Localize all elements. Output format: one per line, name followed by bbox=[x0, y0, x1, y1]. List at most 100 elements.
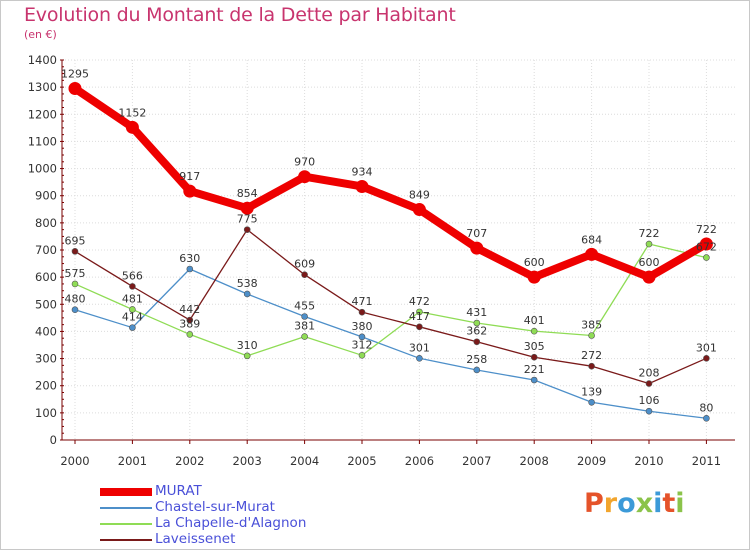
data-point bbox=[301, 333, 308, 340]
data-point bbox=[358, 352, 366, 359]
x-tick-label: 2011 bbox=[692, 454, 721, 468]
y-tick-label: 1300 bbox=[28, 80, 57, 94]
data-point bbox=[125, 120, 139, 134]
data-point bbox=[243, 290, 251, 298]
y-tick-label: 600 bbox=[35, 270, 57, 284]
data-label: 208 bbox=[639, 367, 660, 380]
legend-label: Laveissenet bbox=[155, 531, 236, 547]
data-label: 684 bbox=[581, 233, 602, 246]
y-tick-label: 0 bbox=[50, 433, 57, 447]
data-point bbox=[530, 353, 538, 361]
legend-swatch bbox=[100, 507, 152, 509]
data-point bbox=[129, 324, 136, 331]
data-point bbox=[470, 241, 484, 255]
data-point bbox=[71, 280, 79, 288]
x-tick-label: 2002 bbox=[175, 454, 204, 468]
legend-label: MURAT bbox=[155, 483, 202, 499]
x-tick-label: 2007 bbox=[462, 454, 491, 468]
x-tick-label: 2004 bbox=[290, 454, 319, 468]
data-label: 630 bbox=[179, 252, 200, 265]
data-label: 401 bbox=[524, 314, 545, 327]
data-point bbox=[473, 319, 481, 327]
data-point bbox=[240, 201, 254, 215]
y-tick-label: 800 bbox=[35, 216, 57, 230]
data-label: 471 bbox=[352, 295, 373, 308]
data-label: 480 bbox=[65, 293, 86, 306]
y-tick-label: 200 bbox=[35, 379, 57, 393]
data-label: 310 bbox=[237, 339, 258, 352]
data-label: 301 bbox=[696, 341, 717, 354]
y-tick-label: 300 bbox=[35, 352, 57, 366]
data-point bbox=[301, 313, 308, 320]
data-point bbox=[243, 226, 251, 233]
data-point bbox=[703, 414, 710, 422]
y-tick-label: 1100 bbox=[28, 134, 57, 148]
data-label: 301 bbox=[409, 341, 430, 354]
data-point bbox=[301, 271, 308, 279]
chart-subtitle: (en €) bbox=[24, 28, 57, 41]
x-tick-label: 2008 bbox=[520, 454, 549, 468]
data-label: 1295 bbox=[61, 68, 89, 81]
data-label: 221 bbox=[524, 363, 545, 376]
data-label: 385 bbox=[581, 319, 602, 332]
data-label: 80 bbox=[699, 401, 713, 414]
data-label: 481 bbox=[122, 292, 143, 305]
data-label: 381 bbox=[294, 320, 315, 333]
data-point bbox=[68, 82, 82, 95]
data-label: 722 bbox=[639, 227, 660, 240]
data-point bbox=[358, 308, 366, 316]
data-label: 672 bbox=[696, 241, 717, 254]
data-point bbox=[416, 308, 423, 316]
data-point bbox=[703, 254, 710, 261]
data-label: 455 bbox=[294, 300, 315, 313]
data-point bbox=[243, 352, 251, 360]
data-point bbox=[355, 179, 369, 193]
data-point bbox=[416, 354, 423, 362]
x-tick-label: 2000 bbox=[60, 454, 89, 468]
legend-swatch bbox=[100, 523, 152, 525]
data-label: 472 bbox=[409, 295, 430, 308]
data-point bbox=[358, 333, 366, 341]
data-point bbox=[298, 170, 312, 184]
data-label: 609 bbox=[294, 258, 315, 271]
data-point bbox=[645, 407, 653, 415]
series-line bbox=[74, 228, 708, 385]
data-label: 272 bbox=[581, 349, 602, 362]
data-point bbox=[527, 270, 541, 284]
proxiti-logo: Proxiti bbox=[584, 488, 685, 519]
series-la-chapelle-d-alagnon bbox=[71, 240, 710, 360]
data-label: 707 bbox=[466, 227, 487, 240]
legend-label: La Chapelle-d'Alagnon bbox=[155, 515, 307, 531]
data-label: 312 bbox=[352, 338, 373, 351]
data-point bbox=[129, 283, 136, 290]
data-point bbox=[183, 184, 197, 198]
data-label: 258 bbox=[466, 353, 487, 366]
data-label: 600 bbox=[524, 256, 545, 269]
data-point bbox=[699, 237, 713, 251]
x-tick-label: 2006 bbox=[405, 454, 434, 468]
data-point bbox=[186, 331, 194, 338]
legend-swatch bbox=[100, 539, 152, 541]
data-point bbox=[588, 332, 595, 339]
series-line bbox=[71, 84, 711, 282]
data-point bbox=[129, 306, 136, 313]
data-point bbox=[703, 354, 710, 362]
data-label: 139 bbox=[581, 385, 602, 398]
data-point bbox=[530, 327, 538, 335]
data-label: 305 bbox=[524, 340, 545, 353]
data-point bbox=[473, 338, 481, 346]
data-label: 566 bbox=[122, 269, 143, 282]
x-tick-label: 2009 bbox=[577, 454, 606, 468]
data-label: 600 bbox=[639, 256, 660, 269]
y-tick-label: 400 bbox=[35, 324, 57, 338]
x-tick-label: 2001 bbox=[118, 454, 147, 468]
data-point bbox=[588, 398, 595, 406]
data-label: 854 bbox=[237, 187, 258, 200]
series-murat bbox=[68, 82, 713, 284]
data-point bbox=[71, 306, 79, 314]
data-point bbox=[588, 362, 595, 370]
data-label: 362 bbox=[466, 325, 487, 338]
y-tick-label: 1000 bbox=[28, 162, 57, 176]
legend-label: Chastel-sur-Murat bbox=[155, 499, 275, 515]
